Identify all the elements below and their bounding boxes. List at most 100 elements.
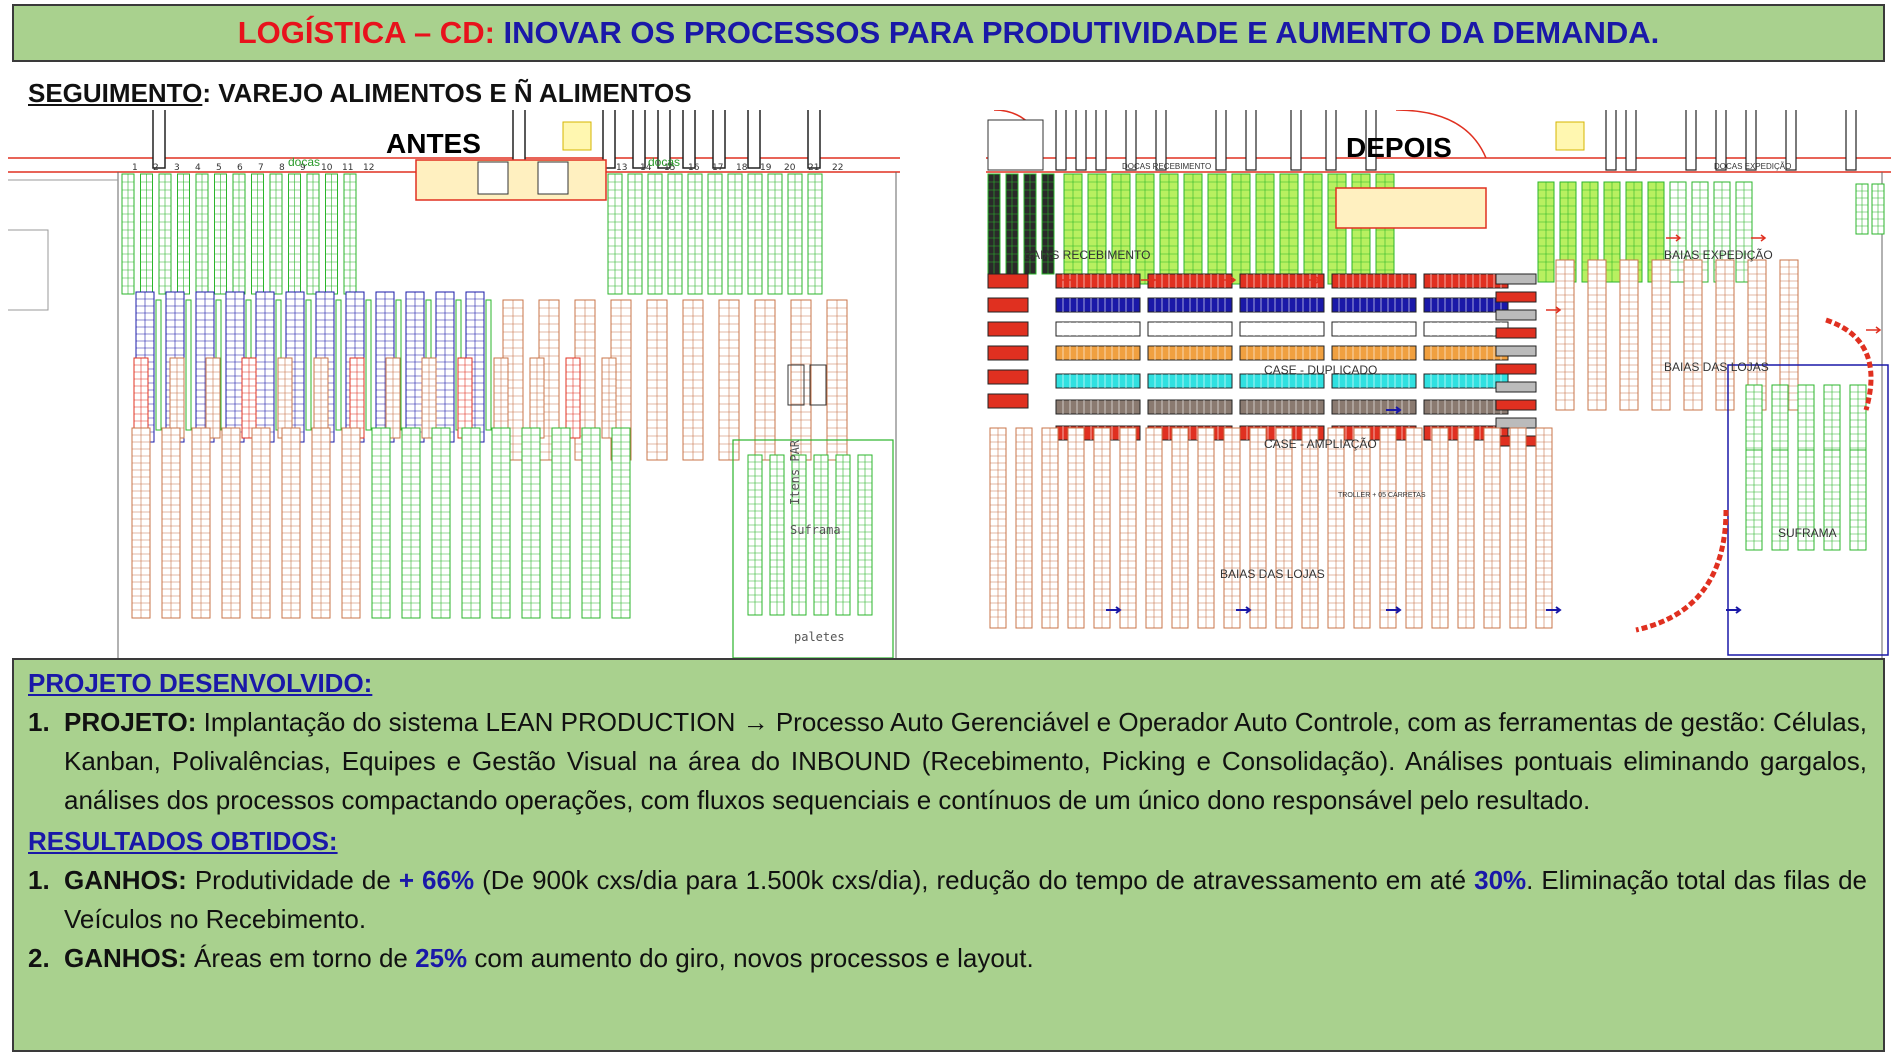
results-item-1-text: GANHOS: Produtividade de + 66% (De 900k …	[64, 861, 1867, 939]
flow-arrow	[1221, 276, 1237, 284]
segment-label: SEGUIMENTO	[28, 78, 203, 108]
rack-grid	[1302, 428, 1318, 628]
flow-arrow	[1061, 276, 1077, 284]
dock-tower	[632, 110, 646, 169]
rack-grid	[372, 428, 390, 618]
rack-grid	[1172, 428, 1188, 628]
case-row-small	[1495, 381, 1537, 393]
rack-grid	[436, 292, 454, 442]
rack-grid	[1458, 428, 1474, 628]
rack-grid	[770, 455, 784, 615]
after-troller: TROLLER + 05 CARRETAS	[1338, 492, 1426, 499]
green-lane	[155, 299, 162, 431]
rack-grid	[140, 174, 153, 294]
rack-grid	[668, 174, 682, 294]
dock-tower	[682, 110, 696, 169]
rack-grid	[755, 300, 775, 460]
rack-grid	[522, 428, 540, 618]
flow-arrow	[1866, 326, 1882, 334]
case-row-small	[987, 345, 1029, 361]
rack-grid	[1256, 174, 1274, 284]
rack-grid	[1798, 450, 1814, 550]
before-itens-par: Itens PAR	[788, 439, 802, 505]
after-baias-recebimento: BAIAS RECEBIMENTO	[1024, 248, 1151, 262]
case-row-small	[1495, 417, 1537, 429]
rack-grid	[582, 428, 600, 618]
rack-grid	[1112, 174, 1130, 284]
dock-tower	[807, 110, 821, 169]
after-docas-recebimento: DOCAS RECEBIMENTO	[1122, 162, 1212, 171]
case-grid	[1338, 374, 1410, 388]
dock-tower	[1075, 110, 1087, 171]
rack-grid	[1088, 174, 1106, 284]
rack-grid	[1380, 428, 1396, 628]
results-item-1-label: GANHOS:	[64, 865, 187, 895]
case-grid	[1430, 346, 1502, 360]
rack-grid	[270, 174, 282, 294]
dock-tower	[602, 110, 616, 169]
rack-grid	[748, 174, 762, 294]
dock-tower	[1745, 110, 1757, 171]
rack-grid	[196, 292, 214, 442]
dock-tower	[1245, 110, 1257, 171]
rack-grid	[312, 428, 330, 618]
results-item-2-label: GANHOS:	[64, 943, 187, 973]
header-title: INOVAR OS PROCESSOS PARA PRODUTIVIDADE E…	[503, 15, 1660, 50]
troller-path	[1635, 509, 1729, 633]
dock-tower	[1625, 110, 1637, 171]
rack-grid	[132, 428, 150, 618]
rack-grid	[252, 428, 270, 618]
rack-grid	[1160, 174, 1178, 284]
rack-grid	[122, 174, 134, 294]
rack-grid	[1746, 450, 1762, 550]
after-docas-expedicao: DOCAS EXPEDIÇÃO	[1714, 162, 1792, 171]
results-item-1-part-2: (De 900k cxs/dia para 1.500k cxs/dia), r…	[474, 865, 1475, 895]
case-grid	[1154, 322, 1226, 336]
rack-grid	[1184, 174, 1202, 284]
rack-grid	[466, 292, 484, 442]
rack-grid	[788, 174, 802, 294]
rack-grid	[1556, 260, 1574, 410]
rack-grid	[1304, 174, 1322, 284]
rack-grid	[1736, 182, 1752, 282]
rack-grid	[1354, 428, 1370, 628]
dock-tower	[657, 110, 671, 169]
dock-number: 3	[174, 163, 180, 173]
side-wall	[8, 179, 118, 311]
office-room	[477, 161, 509, 195]
case-grid	[1062, 346, 1134, 360]
productivity-gain: + 66%	[398, 865, 475, 895]
case-grid	[1246, 298, 1318, 312]
office-block	[415, 159, 607, 201]
case-grid	[1246, 400, 1318, 414]
rack-grid	[1328, 428, 1344, 628]
dock-number: 5	[216, 163, 222, 173]
flow-arrow	[1666, 234, 1682, 242]
before-suframa: Suframa	[790, 523, 841, 537]
rack-grid	[288, 174, 301, 294]
rack-grid	[791, 300, 811, 460]
case-grid	[1062, 298, 1134, 312]
case-grid	[1154, 274, 1226, 288]
case-grid	[1154, 346, 1226, 360]
rack-grid	[719, 300, 739, 460]
rack-grid	[827, 300, 847, 460]
dock-number: 22	[832, 163, 843, 173]
header-prefix: LOGÍSTICA – CD:	[237, 15, 495, 50]
troller-path	[1825, 317, 1874, 411]
case-row-small	[1495, 291, 1537, 303]
after-case-duplicado: CASE - DUPLICADO	[1264, 363, 1378, 377]
rack-grid	[539, 300, 559, 460]
rack-grid	[1016, 428, 1032, 628]
dock-number: 16	[688, 163, 700, 173]
rack-grid	[307, 174, 319, 294]
rack-grid	[177, 174, 190, 294]
green-lane	[335, 299, 342, 431]
dock-tower	[1785, 110, 1797, 171]
rack-grid	[683, 300, 703, 460]
segment-value: : VAREJO ALIMENTOS E Ñ ALIMENTOS	[202, 78, 692, 108]
case-row-small	[987, 393, 1029, 409]
rack-grid	[814, 455, 828, 615]
rack-grid	[1276, 428, 1292, 628]
project-item-number: 1.	[28, 707, 50, 737]
